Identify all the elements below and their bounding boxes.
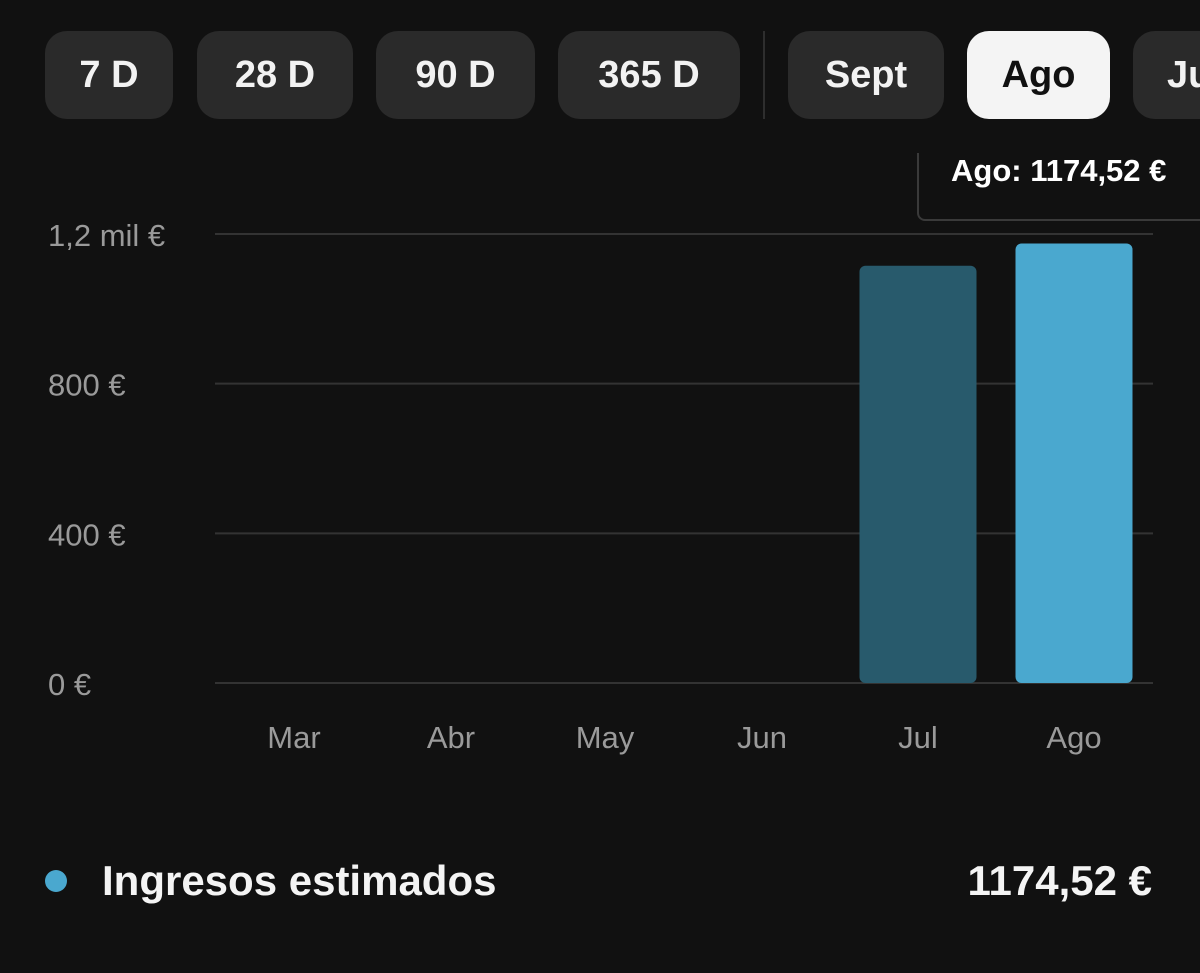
revenue-bar-chart: 0 € 400 € 800 € 1,2 mil € Mar Abr May Jun Jul Ago: [48, 218, 1153, 755]
x-tick-label: Mar: [267, 720, 320, 755]
y-tick-label: 0 €: [48, 667, 91, 702]
x-tick-label: Jul: [898, 720, 938, 755]
y-tick-label: 800 €: [48, 368, 126, 403]
legend-dot-icon: [45, 870, 67, 892]
y-tick-label: 1,2 mil €: [48, 218, 165, 253]
x-tick-label: Ago: [1046, 720, 1101, 755]
x-tick-label: Abr: [427, 720, 475, 755]
x-tick-label: May: [576, 720, 635, 755]
bar-ago[interactable]: [1015, 243, 1133, 684]
tab-90d[interactable]: 90 D: [376, 31, 535, 119]
tab-7d[interactable]: 7 D: [45, 31, 173, 119]
chart-tooltip: Ago: 1174,52 €: [917, 153, 1200, 221]
tooltip-text: Ago: 1174,52 €: [951, 153, 1167, 188]
tab-ago[interactable]: Ago: [967, 31, 1110, 119]
tab-28d[interactable]: 28 D: [197, 31, 353, 119]
legend-value: 1174,52 €: [967, 857, 1152, 904]
legend-label: Ingresos estimados: [102, 857, 497, 904]
x-tick-label: Jun: [737, 720, 787, 755]
period-tabs: 7 D 28 D 90 D 365 D Sept Ago Jul: [0, 0, 1200, 150]
tab-divider: [763, 31, 765, 119]
tab-jul[interactable]: Jul: [1133, 31, 1200, 119]
tab-365d[interactable]: 365 D: [558, 31, 740, 119]
bar-jul[interactable]: [859, 265, 977, 683]
y-tick-label: 400 €: [48, 517, 126, 552]
tab-sept[interactable]: Sept: [788, 31, 944, 119]
